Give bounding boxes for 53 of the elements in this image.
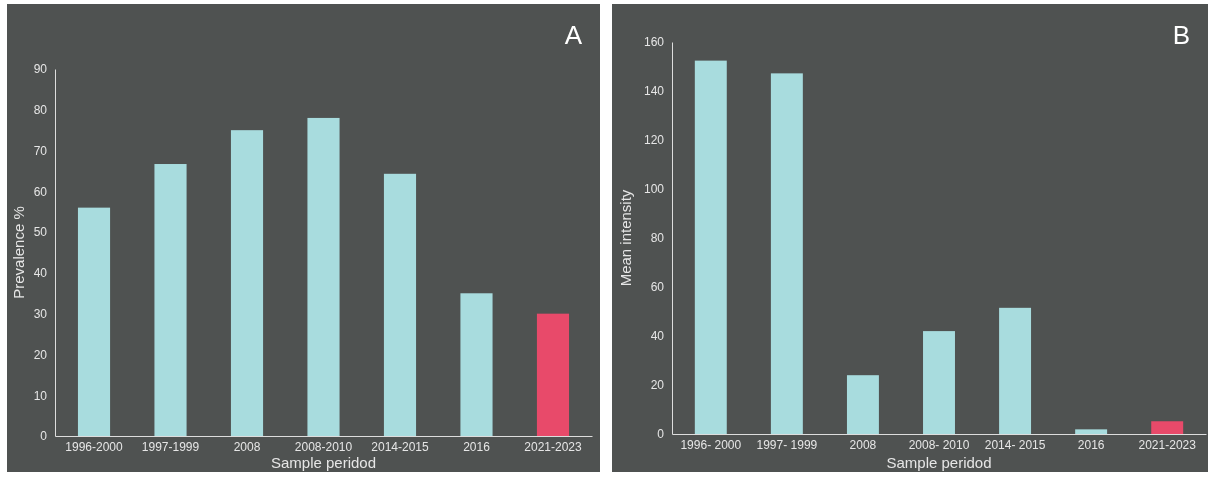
y-tick-label: 40	[33, 266, 48, 281]
bar	[770, 73, 803, 434]
chart-title: A	[564, 20, 583, 50]
bar	[460, 293, 493, 436]
y-tick-label: 160	[643, 35, 665, 50]
y-axis-title: Prevalence %	[10, 206, 27, 299]
bar	[77, 207, 111, 436]
y-tick-label: 0	[657, 427, 665, 442]
y-tick-label: 50	[33, 225, 48, 240]
x-tick-label: 1997- 1999	[756, 437, 818, 452]
y-tick-label: 80	[33, 103, 48, 118]
x-tick-label: 2014- 2015	[984, 437, 1046, 452]
x-tick-label: 2016	[463, 439, 491, 454]
bar	[383, 173, 417, 436]
bar	[694, 60, 727, 434]
bar	[536, 313, 570, 436]
x-tick-label: 2008	[233, 439, 261, 454]
y-tick-label: 120	[643, 133, 665, 148]
x-axis-title: Sample peridod	[886, 454, 992, 471]
y-tick-label: 30	[33, 307, 48, 322]
x-tick-label: 1996- 2000	[680, 437, 742, 452]
bar	[846, 375, 879, 434]
y-axis-title: Mean intensity	[617, 189, 634, 287]
y-tick-label: 10	[33, 388, 48, 403]
bar	[230, 130, 264, 436]
y-tick-label: 60	[33, 184, 48, 199]
x-tick-label: 2021-2023	[524, 439, 582, 454]
y-tick-label: 140	[643, 84, 665, 99]
x-tick-label: 1997-1999	[141, 439, 200, 454]
y-tick-label: 60	[650, 280, 665, 295]
x-tick-label: 2008- 2010	[908, 437, 970, 452]
x-tick-label: 2008	[849, 437, 877, 452]
bar	[307, 117, 340, 436]
bar	[923, 331, 955, 434]
y-tick-label: 20	[650, 378, 665, 393]
y-tick-label: 70	[33, 143, 48, 158]
y-tick-label: 20	[33, 347, 48, 362]
bar	[999, 307, 1032, 434]
x-tick-label: 1996-2000	[65, 439, 124, 454]
bar	[154, 164, 187, 436]
x-tick-label: 2021-2023	[1138, 437, 1197, 452]
x-tick-label: 2016	[1077, 437, 1105, 452]
chart-title: B	[1172, 20, 1190, 50]
x-tick-label: 2014-2015	[371, 439, 430, 454]
x-axis-title: Sample peridod	[270, 454, 377, 471]
bar	[1151, 421, 1184, 434]
y-tick-label: 80	[650, 231, 665, 246]
y-tick-label: 90	[33, 62, 48, 77]
y-tick-label: 40	[650, 329, 665, 344]
x-tick-label: 2008-2010	[294, 439, 353, 454]
y-tick-label: 100	[643, 182, 665, 197]
bar	[1075, 429, 1108, 434]
y-tick-label: 0	[40, 429, 48, 444]
